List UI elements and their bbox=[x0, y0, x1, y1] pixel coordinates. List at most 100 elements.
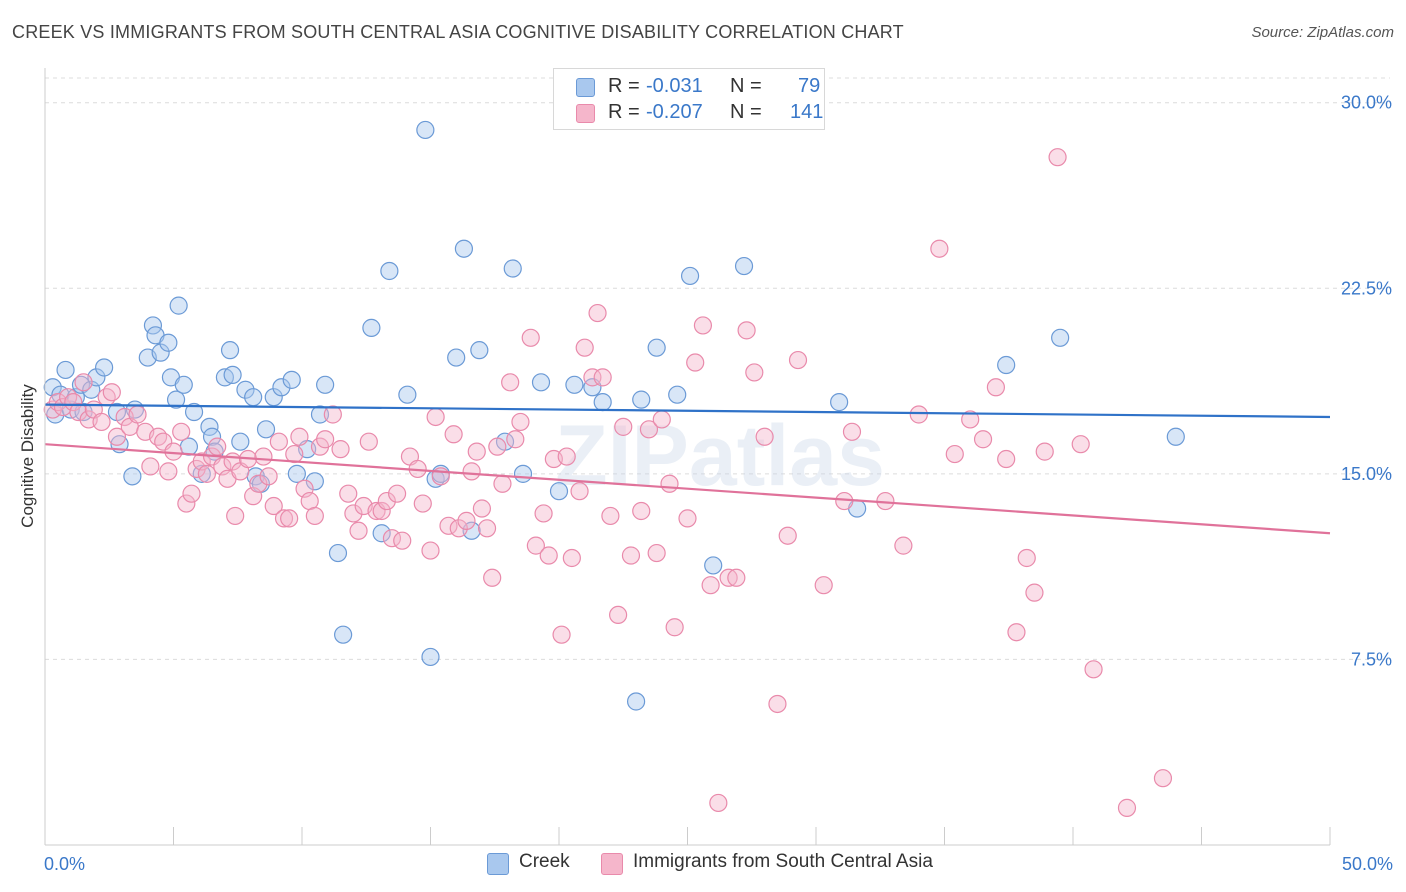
y-tick-label: 22.5% bbox=[1341, 278, 1392, 298]
creek-point bbox=[223, 365, 242, 385]
immigrants-point bbox=[534, 504, 553, 523]
immigrants-point bbox=[575, 338, 594, 357]
creek-swatch bbox=[487, 853, 509, 875]
immigrants-point bbox=[768, 694, 787, 714]
immigrants-point bbox=[74, 373, 93, 392]
creek-point bbox=[236, 380, 255, 399]
immigrants-point bbox=[639, 420, 659, 439]
creek-point bbox=[287, 464, 306, 483]
creek-point bbox=[220, 341, 240, 360]
creek-point bbox=[503, 259, 522, 278]
immigrants-point bbox=[259, 467, 278, 486]
n-value: 141 bbox=[790, 101, 824, 123]
axis-layer: 7.5% 15.0% 22.5% 30.0% 0.0% 50.0% bbox=[44, 68, 1393, 874]
creek-point bbox=[192, 464, 211, 483]
creek-point bbox=[565, 375, 584, 394]
immigrants-point bbox=[842, 422, 862, 441]
immigrants-point bbox=[269, 432, 288, 451]
creek-point bbox=[626, 692, 646, 711]
immigrants-point bbox=[930, 239, 949, 258]
immigrants-point bbox=[521, 328, 540, 347]
creek-point bbox=[231, 432, 250, 451]
immigrants-point bbox=[1117, 798, 1137, 817]
immigrants-point bbox=[709, 793, 728, 813]
immigrants-point bbox=[107, 427, 127, 446]
creek-point bbox=[328, 543, 348, 563]
immigrants-point bbox=[254, 447, 273, 466]
creek-point bbox=[362, 318, 381, 337]
creek-point bbox=[647, 338, 666, 357]
immigrants-point bbox=[372, 501, 391, 521]
r-label: R = bbox=[608, 101, 640, 123]
immigrants-point bbox=[719, 568, 738, 587]
x-tick-label: 50.0% bbox=[1342, 854, 1393, 874]
immigrants-point bbox=[632, 501, 651, 521]
immigrants-point bbox=[814, 576, 833, 595]
creek-point bbox=[513, 464, 533, 483]
immigrants-point bbox=[48, 393, 67, 412]
creek-point bbox=[454, 239, 474, 258]
immigrants-point bbox=[755, 427, 774, 446]
r-label: R = bbox=[608, 75, 640, 97]
creek-swatch bbox=[576, 78, 595, 97]
immigrants-point bbox=[177, 494, 196, 513]
immigrants-point bbox=[457, 511, 476, 530]
immigrants-point bbox=[562, 548, 581, 568]
immigrants-swatch bbox=[576, 104, 595, 123]
immigrants-point bbox=[745, 363, 764, 382]
n-value: 79 bbox=[798, 75, 821, 97]
immigrants-point bbox=[393, 531, 412, 550]
immigrants-point bbox=[570, 482, 589, 501]
creek-point bbox=[1166, 427, 1185, 446]
immigrants-point bbox=[1071, 435, 1090, 454]
creek-point bbox=[421, 647, 440, 667]
n-label: N = bbox=[730, 101, 762, 123]
immigrants-point bbox=[377, 491, 396, 511]
y-tick-label: 15.0% bbox=[1341, 464, 1392, 484]
creek-point bbox=[56, 360, 75, 380]
watermark: ZIPatlas bbox=[555, 408, 885, 504]
immigrants-point bbox=[557, 447, 576, 466]
creek-point bbox=[282, 370, 301, 389]
creek-point bbox=[264, 388, 283, 407]
immigrants-point bbox=[511, 412, 530, 432]
immigrants-point bbox=[647, 543, 666, 563]
immigrants-point bbox=[894, 536, 913, 555]
immigrants-point bbox=[274, 509, 294, 528]
immigrants-point bbox=[128, 405, 147, 424]
immigrants-point bbox=[290, 427, 309, 446]
trend-layer bbox=[44, 403, 1331, 535]
creek-point bbox=[316, 375, 335, 394]
immigrants-point bbox=[593, 368, 612, 387]
creek-point bbox=[1051, 328, 1070, 347]
immigrants-point bbox=[69, 402, 88, 422]
immigrants-point bbox=[387, 484, 407, 503]
immigrants-point bbox=[472, 499, 491, 518]
immigrants-point bbox=[344, 504, 363, 523]
immigrants-point bbox=[102, 383, 121, 402]
immigrants-point bbox=[493, 474, 512, 493]
y-axis-title: Cognitive Disability bbox=[18, 384, 37, 528]
immigrants-point bbox=[737, 321, 756, 340]
immigrants-point bbox=[64, 393, 83, 412]
legend-label-creek: Creek bbox=[519, 851, 570, 872]
immigrants-point bbox=[1017, 548, 1036, 568]
n-label: N = bbox=[730, 75, 762, 97]
immigrants-point bbox=[483, 568, 502, 587]
chart-title: CREEK VS IMMIGRANTS FROM SOUTH CENTRAL A… bbox=[12, 22, 904, 42]
immigrants-point bbox=[945, 444, 964, 464]
creek-point bbox=[997, 355, 1016, 375]
points-layer bbox=[43, 108, 1185, 817]
immigrants-point bbox=[1048, 148, 1067, 167]
immigrants-point bbox=[462, 462, 481, 481]
creek-point bbox=[372, 524, 391, 543]
immigrants-point bbox=[305, 506, 324, 526]
creek-point bbox=[166, 390, 186, 409]
immigrants-point bbox=[172, 422, 191, 441]
immigrants-point bbox=[1007, 623, 1026, 642]
creek-point bbox=[830, 393, 849, 412]
immigrants-point bbox=[141, 457, 160, 476]
immigrants-trend-line bbox=[44, 443, 1331, 535]
immigrants-point bbox=[426, 407, 445, 427]
